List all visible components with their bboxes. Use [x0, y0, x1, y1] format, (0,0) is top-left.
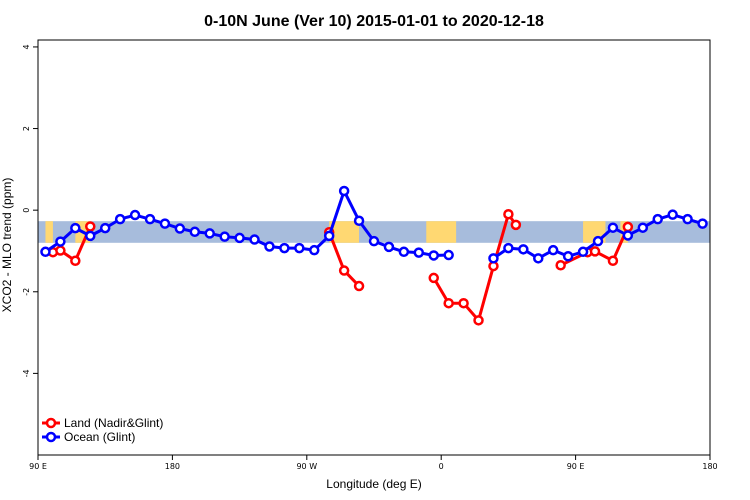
data-point — [503, 208, 514, 220]
data-point — [607, 222, 619, 233]
data-point — [174, 223, 186, 234]
legend-marker — [45, 417, 57, 429]
data-point — [55, 245, 66, 256]
series-group — [40, 185, 708, 326]
data-point — [589, 246, 601, 257]
data-point — [338, 265, 350, 276]
data-point — [667, 209, 678, 220]
data-point — [510, 219, 522, 231]
land-patch — [329, 221, 360, 243]
x-tick-label: 90 W — [296, 462, 317, 471]
legend-label: Land (Nadir&Glint) — [64, 416, 163, 430]
data-point — [533, 253, 544, 264]
data-point — [518, 244, 529, 255]
data-point — [368, 235, 380, 247]
series-ocean — [40, 185, 708, 264]
data-point — [114, 213, 126, 225]
x-tick-label: 90 E — [567, 462, 585, 471]
data-point — [428, 272, 439, 284]
series-land — [47, 208, 634, 326]
data-point — [413, 247, 425, 258]
data-point — [592, 235, 604, 247]
chart-title: 0-10N June (Ver 10) 2015-01-01 to 2020-1… — [204, 13, 544, 30]
data-point — [279, 242, 290, 254]
data-point — [697, 218, 708, 229]
data-point — [503, 242, 514, 254]
data-point — [309, 244, 320, 256]
y-axis-label: XCO2 - MLO trend (ppm) — [0, 178, 14, 313]
x-tick-label: 0 — [439, 462, 444, 471]
data-point — [159, 218, 171, 229]
data-point — [488, 253, 499, 264]
data-point — [204, 228, 215, 239]
data-point — [607, 255, 619, 267]
x-tick-label: 180 — [702, 462, 717, 471]
data-point — [99, 222, 111, 234]
data-point — [652, 213, 663, 225]
y-tick-label: 4 — [22, 44, 31, 49]
x-tick-label: 180 — [165, 462, 180, 471]
data-point — [264, 241, 275, 252]
y-tick-label: 2 — [22, 126, 31, 131]
data-point — [189, 226, 201, 238]
plot-frame — [37, 39, 711, 456]
data-point — [129, 209, 141, 221]
x-tick-label: 90 E — [29, 462, 47, 471]
data-point — [473, 315, 484, 326]
y-tick-label: 0 — [22, 208, 31, 213]
legend: Land (Nadir&Glint)Ocean (Glint) — [42, 416, 163, 444]
data-point — [398, 246, 410, 258]
data-point — [577, 246, 589, 258]
data-point — [85, 221, 96, 232]
data-point — [338, 185, 350, 197]
data-point — [144, 213, 156, 225]
data-point — [443, 249, 454, 261]
y-tick-label: -4 — [22, 369, 31, 377]
data-point — [249, 234, 260, 245]
data-point — [85, 230, 96, 242]
data-point — [353, 280, 365, 292]
data-point — [428, 250, 439, 261]
data-point — [443, 297, 454, 309]
legend-marker — [45, 431, 57, 443]
data-point — [555, 260, 566, 271]
data-point — [562, 251, 574, 262]
y-tick-label: -2 — [22, 288, 31, 296]
data-point — [682, 213, 693, 225]
ocean-band — [38, 221, 710, 243]
axes: 90 E 180 90 W 0 90 E 180 4 2 0 -2 -4 — [22, 39, 718, 471]
data-point — [294, 242, 305, 254]
data-point — [323, 230, 335, 242]
data-point — [547, 244, 559, 256]
data-point — [458, 297, 469, 309]
legend-label: Ocean (Glint) — [64, 430, 135, 444]
data-point — [383, 241, 395, 253]
data-point — [637, 222, 649, 233]
data-point — [40, 246, 51, 258]
data-point — [70, 222, 81, 234]
data-point — [353, 215, 365, 227]
data-point — [55, 236, 66, 247]
data-point — [622, 230, 634, 241]
data-point — [70, 255, 81, 267]
data-point — [219, 231, 230, 242]
land-ocean-band — [38, 221, 710, 243]
x-axis-label: Longitude (deg E) — [326, 477, 421, 491]
data-point — [622, 221, 634, 233]
land-patch — [45, 221, 53, 243]
land-patch — [426, 221, 457, 243]
data-point — [234, 232, 245, 244]
